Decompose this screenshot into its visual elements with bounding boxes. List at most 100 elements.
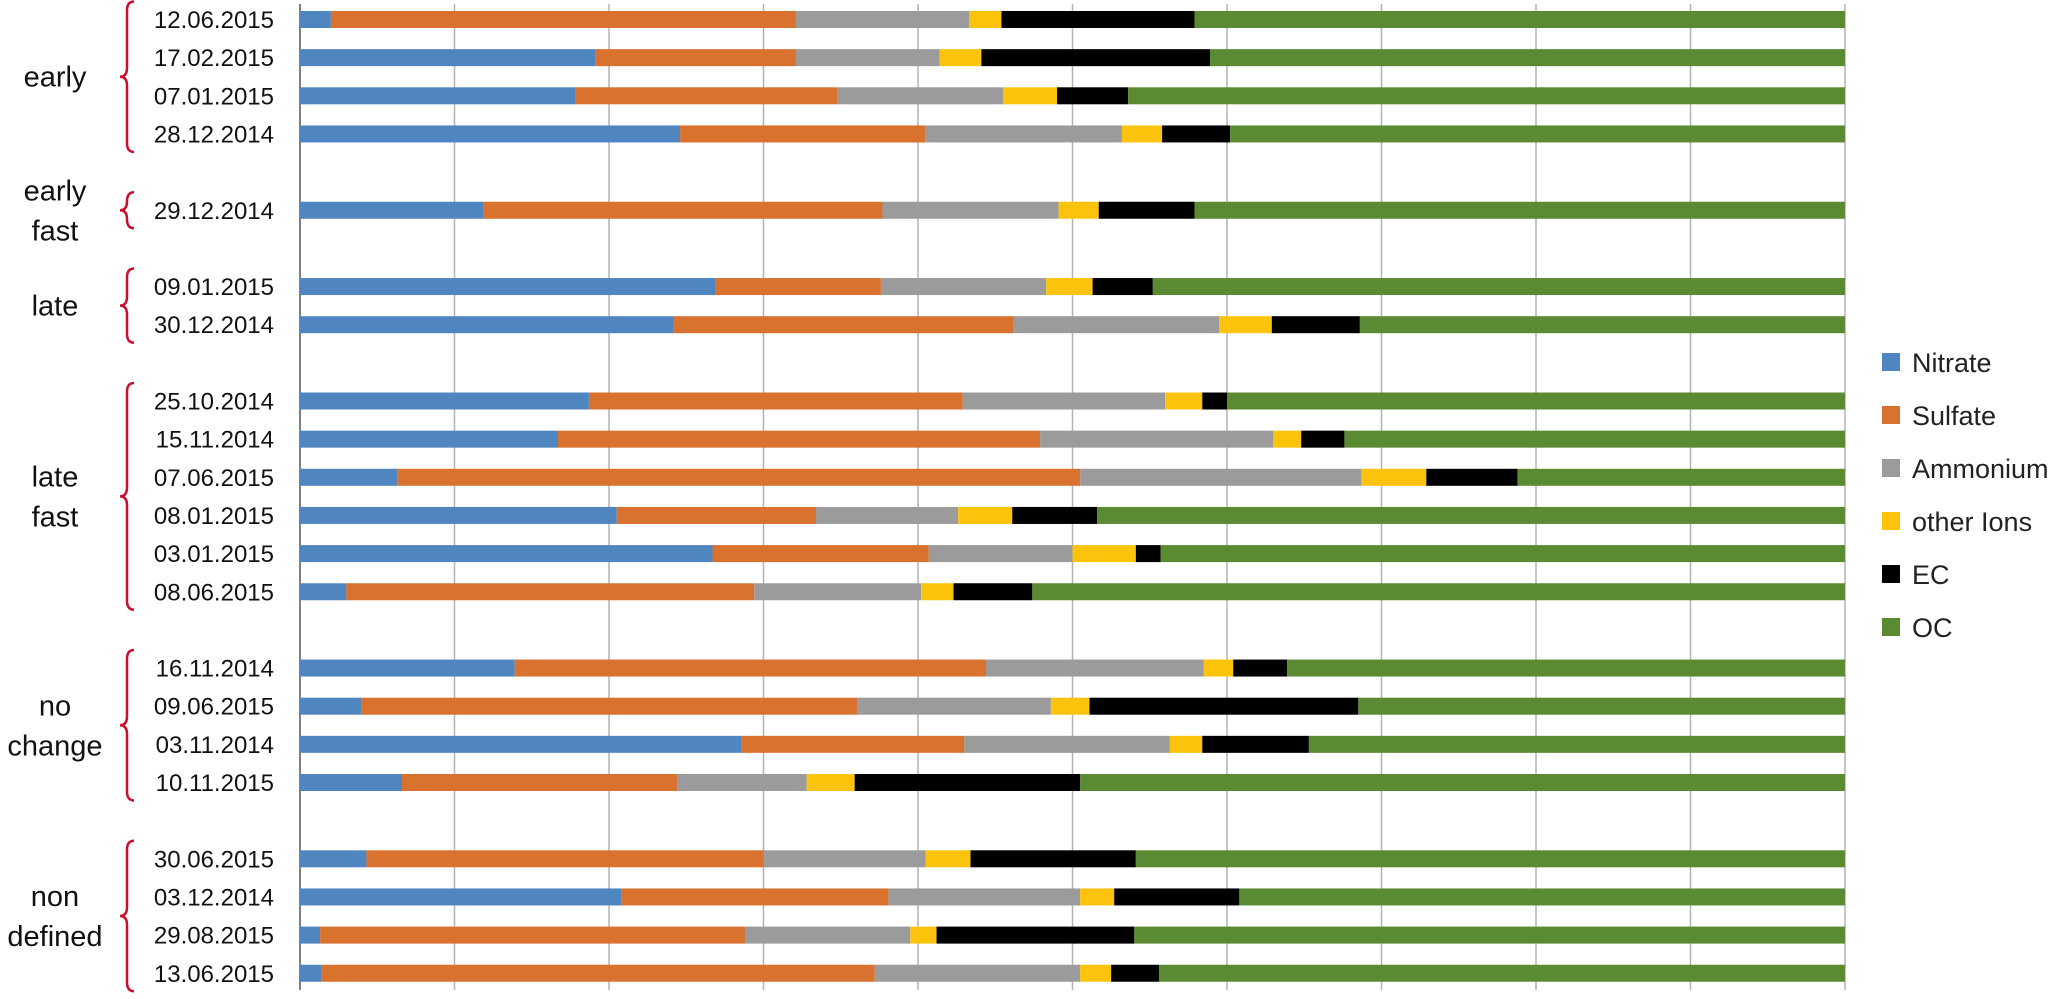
bar-segment-oc — [1517, 468, 1845, 486]
bar-segment-sulfate — [558, 430, 1041, 448]
legend-label: OC — [1912, 613, 1953, 643]
bar-segment-nitrate — [300, 659, 515, 677]
row-date-label: 03.11.2014 — [156, 732, 274, 759]
bar-segment-ammonium — [925, 125, 1122, 143]
row-date-label: 10.11.2015 — [156, 770, 274, 797]
bar-segment-ec — [1202, 735, 1309, 753]
bar-segment-nitrate — [300, 316, 674, 334]
bar-segment-sulfate — [621, 888, 889, 906]
legend-label: Sulfate — [1912, 401, 1996, 431]
bar-segment-sulfate — [320, 926, 745, 944]
bar-segment-sulfate — [321, 964, 875, 982]
row-date-label: 30.12.2014 — [154, 312, 274, 339]
bar-segment-nitrate — [300, 926, 321, 944]
bar-segment-oc — [1344, 430, 1845, 448]
bar-segment-ammonium — [763, 850, 926, 868]
bar-segment-sulfate — [712, 545, 929, 563]
bar-segment-ec — [1098, 201, 1195, 219]
row-date-label: 29.08.2015 — [154, 923, 274, 950]
bar-segment-ammonium — [857, 697, 1051, 715]
bar-segment-other-ions — [1002, 87, 1058, 105]
bar-segment-nitrate — [300, 735, 742, 753]
bar-segment-other-ions — [1080, 964, 1112, 982]
group-label: fast — [32, 215, 79, 247]
row-date-label: 29.12.2014 — [154, 198, 274, 225]
bar-segment-other-ions — [1072, 545, 1136, 563]
legend-label: Ammonium — [1912, 454, 2049, 484]
group-label: defined — [7, 921, 102, 953]
bar-segment-other-ions — [1058, 201, 1099, 219]
bar-segment-oc — [1230, 125, 1845, 143]
bar-segment-sulfate — [741, 735, 965, 753]
row-date-label: 07.06.2015 — [154, 465, 274, 492]
bar-segment-other-ions — [806, 774, 855, 791]
legend-swatch — [1882, 618, 1900, 636]
bar-segment-ec — [981, 49, 1211, 67]
bar-segment-oc — [1032, 583, 1845, 601]
bar-segment-ec — [1001, 11, 1195, 28]
bar-segment-sulfate — [616, 506, 817, 524]
legend-swatch — [1882, 459, 1900, 477]
row-date-label: 08.06.2015 — [154, 579, 274, 606]
group-label: change — [7, 730, 102, 762]
group-label: non — [31, 881, 79, 913]
bar-segment-ec — [854, 774, 1081, 791]
bar-segment-other-ions — [1121, 125, 1163, 143]
row-date-label: 09.06.2015 — [154, 694, 274, 721]
group-brace — [119, 839, 135, 993]
group-label: late — [32, 461, 79, 493]
bar-segment-oc — [1358, 697, 1845, 715]
bar-segment-nitrate — [300, 468, 398, 486]
bar-segment-other-ions — [1361, 468, 1427, 486]
bar-segment-other-ions — [921, 583, 954, 601]
bar-segment-ammonium — [964, 735, 1170, 753]
bar-segment-sulfate — [483, 201, 883, 219]
bar-segment-ec — [1301, 430, 1345, 448]
group-label: early — [24, 62, 87, 94]
bar-segment-ec — [1111, 964, 1160, 982]
row-date-label: 25.10.2014 — [154, 389, 274, 416]
bar-segment-other-ions — [1219, 316, 1272, 334]
bar-segment-sulfate — [361, 697, 858, 715]
bar-segment-nitrate — [300, 697, 362, 715]
group-label: early — [24, 175, 87, 207]
bar-segment-nitrate — [300, 201, 484, 219]
row-date-label: 30.06.2015 — [154, 846, 274, 873]
bar-segment-sulfate — [346, 583, 755, 601]
bar-segment-oc — [1308, 735, 1845, 753]
bar-segment-sulfate — [595, 49, 796, 67]
bar-segment-oc — [1227, 392, 1845, 410]
bar-segment-sulfate — [680, 125, 926, 143]
bar-segment-ammonium — [837, 87, 1003, 105]
bar-segment-sulfate — [397, 468, 1081, 486]
bar-segment-ec — [1426, 468, 1518, 486]
bar-segment-nitrate — [300, 278, 716, 296]
bar-segment-ammonium — [1080, 468, 1362, 486]
bar-segment-ec — [1012, 506, 1098, 524]
row-date-label: 16.11.2014 — [156, 656, 274, 683]
bar-segment-ammonium — [962, 392, 1166, 410]
bar-segment-ammonium — [874, 964, 1081, 982]
bar-segment-ammonium — [744, 926, 911, 944]
group-brace — [119, 648, 135, 802]
row-labels: 12.06.2015 17.02.2015 07.01.2015 28.12.2014… — [154, 7, 274, 988]
bar-segment-nitrate — [300, 392, 589, 410]
bar-segment-oc — [1080, 774, 1845, 791]
bar-segment-ammonium — [676, 774, 807, 791]
bars — [300, 11, 1845, 982]
bar-segment-sulfate — [575, 87, 838, 105]
bar-segment-nitrate — [300, 49, 596, 67]
bar-segment-other-ions — [1273, 430, 1302, 448]
row-date-label: 28.12.2014 — [154, 121, 274, 148]
bar-segment-ec — [1057, 87, 1129, 105]
bar-segment-nitrate — [300, 774, 402, 791]
bar-segment-oc — [1135, 850, 1845, 868]
bar-segment-ec — [1135, 545, 1161, 563]
bar-segment-sulfate — [401, 774, 677, 791]
bar-segment-sulfate — [366, 850, 764, 868]
bar-segment-other-ions — [958, 506, 1013, 524]
bar-segment-oc — [1210, 49, 1845, 67]
group-brace — [119, 0, 135, 154]
group-labels: early early fast late late fast no change non def… — [7, 0, 135, 993]
bar-segment-oc — [1160, 545, 1845, 563]
